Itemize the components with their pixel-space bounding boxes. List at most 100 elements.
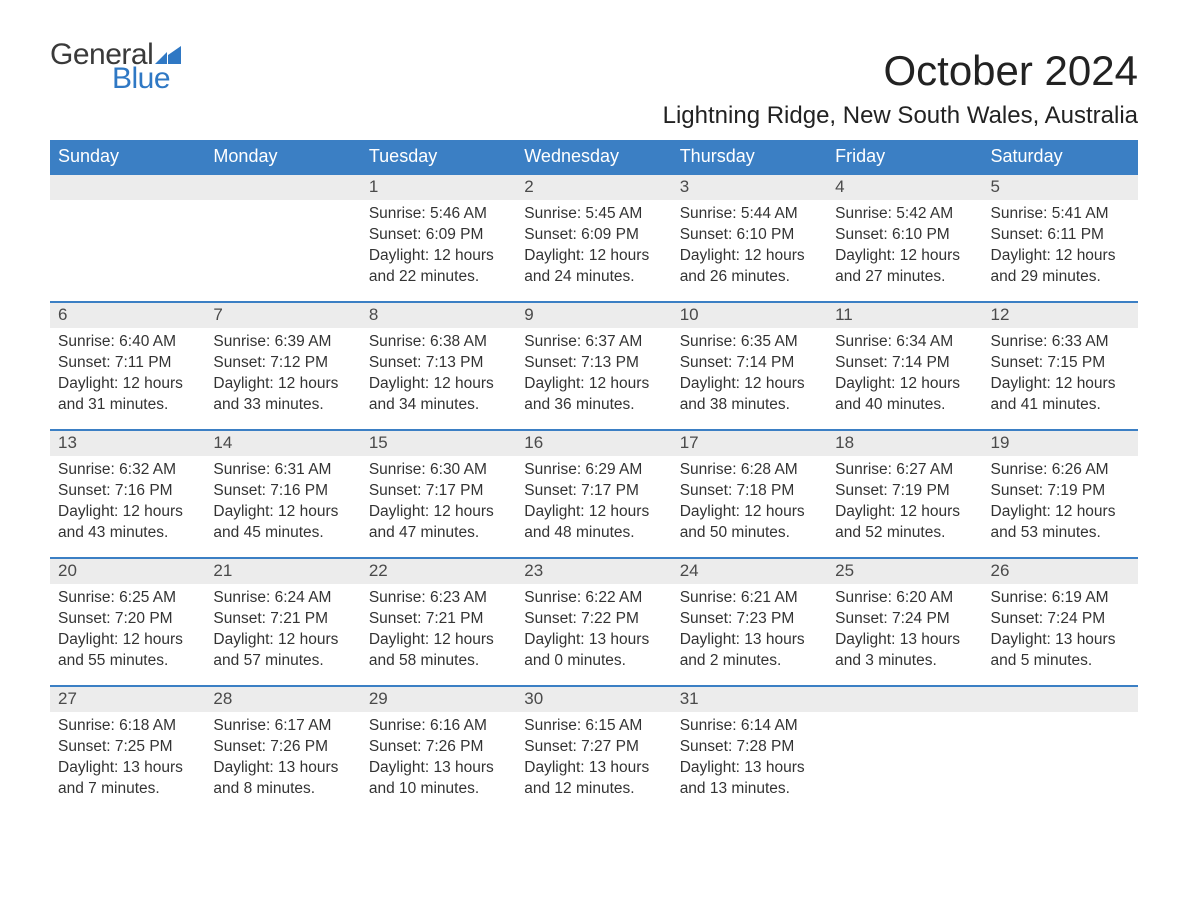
day-number: 28 xyxy=(205,685,360,712)
day-number xyxy=(983,685,1138,712)
daylight-line: Daylight: 12 hours and 31 minutes. xyxy=(58,374,197,416)
day-number: 11 xyxy=(827,301,982,328)
calendar-day-cell xyxy=(205,173,360,301)
day-number: 10 xyxy=(672,301,827,328)
calendar-day-cell: 20Sunrise: 6:25 AMSunset: 7:20 PMDayligh… xyxy=(50,557,205,685)
daylight-line: Daylight: 13 hours and 3 minutes. xyxy=(835,630,974,672)
day-details: Sunrise: 6:17 AMSunset: 7:26 PMDaylight:… xyxy=(205,712,360,808)
sunrise-line: Sunrise: 6:18 AM xyxy=(58,716,197,737)
day-details: Sunrise: 5:46 AMSunset: 6:09 PMDaylight:… xyxy=(361,200,516,296)
day-header: Saturday xyxy=(983,140,1138,173)
sunrise-line: Sunrise: 6:26 AM xyxy=(991,460,1130,481)
day-details: Sunrise: 6:23 AMSunset: 7:21 PMDaylight:… xyxy=(361,584,516,680)
sunrise-line: Sunrise: 6:31 AM xyxy=(213,460,352,481)
calendar-day-cell: 5Sunrise: 5:41 AMSunset: 6:11 PMDaylight… xyxy=(983,173,1138,301)
calendar-day-cell: 21Sunrise: 6:24 AMSunset: 7:21 PMDayligh… xyxy=(205,557,360,685)
sunrise-line: Sunrise: 5:46 AM xyxy=(369,204,508,225)
day-number: 7 xyxy=(205,301,360,328)
calendar-day-cell: 26Sunrise: 6:19 AMSunset: 7:24 PMDayligh… xyxy=(983,557,1138,685)
calendar-table: Sunday Monday Tuesday Wednesday Thursday… xyxy=(50,140,1138,813)
calendar-day-cell xyxy=(50,173,205,301)
calendar-day-cell: 19Sunrise: 6:26 AMSunset: 7:19 PMDayligh… xyxy=(983,429,1138,557)
sunset-line: Sunset: 7:11 PM xyxy=(58,353,197,374)
sunrise-line: Sunrise: 6:17 AM xyxy=(213,716,352,737)
calendar-day-cell: 2Sunrise: 5:45 AMSunset: 6:09 PMDaylight… xyxy=(516,173,671,301)
day-details: Sunrise: 6:18 AMSunset: 7:25 PMDaylight:… xyxy=(50,712,205,808)
day-details: Sunrise: 6:31 AMSunset: 7:16 PMDaylight:… xyxy=(205,456,360,552)
daylight-line: Daylight: 12 hours and 27 minutes. xyxy=(835,246,974,288)
calendar-day-cell: 28Sunrise: 6:17 AMSunset: 7:26 PMDayligh… xyxy=(205,685,360,813)
sunset-line: Sunset: 7:14 PM xyxy=(835,353,974,374)
page-header: General Blue October 2024 xyxy=(50,40,1138,94)
day-number: 19 xyxy=(983,429,1138,456)
daylight-line: Daylight: 12 hours and 48 minutes. xyxy=(524,502,663,544)
day-number: 8 xyxy=(361,301,516,328)
sunset-line: Sunset: 7:13 PM xyxy=(369,353,508,374)
calendar-day-cell: 25Sunrise: 6:20 AMSunset: 7:24 PMDayligh… xyxy=(827,557,982,685)
daylight-line: Daylight: 13 hours and 13 minutes. xyxy=(680,758,819,800)
daylight-line: Daylight: 13 hours and 2 minutes. xyxy=(680,630,819,672)
day-number: 9 xyxy=(516,301,671,328)
day-header: Tuesday xyxy=(361,140,516,173)
calendar-day-cell: 1Sunrise: 5:46 AMSunset: 6:09 PMDaylight… xyxy=(361,173,516,301)
sunrise-line: Sunrise: 6:35 AM xyxy=(680,332,819,353)
sunset-line: Sunset: 7:25 PM xyxy=(58,737,197,758)
calendar-day-cell: 27Sunrise: 6:18 AMSunset: 7:25 PMDayligh… xyxy=(50,685,205,813)
day-details: Sunrise: 6:22 AMSunset: 7:22 PMDaylight:… xyxy=(516,584,671,680)
sunrise-line: Sunrise: 6:40 AM xyxy=(58,332,197,353)
sunrise-line: Sunrise: 5:41 AM xyxy=(991,204,1130,225)
day-details: Sunrise: 6:21 AMSunset: 7:23 PMDaylight:… xyxy=(672,584,827,680)
sunset-line: Sunset: 7:21 PM xyxy=(213,609,352,630)
sunrise-line: Sunrise: 5:42 AM xyxy=(835,204,974,225)
calendar-week-row: 20Sunrise: 6:25 AMSunset: 7:20 PMDayligh… xyxy=(50,557,1138,685)
day-header: Sunday xyxy=(50,140,205,173)
day-details: Sunrise: 6:39 AMSunset: 7:12 PMDaylight:… xyxy=(205,328,360,424)
daylight-line: Daylight: 12 hours and 58 minutes. xyxy=(369,630,508,672)
day-number: 30 xyxy=(516,685,671,712)
day-header: Thursday xyxy=(672,140,827,173)
day-number: 14 xyxy=(205,429,360,456)
daylight-line: Daylight: 12 hours and 29 minutes. xyxy=(991,246,1130,288)
sunrise-line: Sunrise: 6:23 AM xyxy=(369,588,508,609)
sunset-line: Sunset: 6:09 PM xyxy=(524,225,663,246)
sunset-line: Sunset: 6:09 PM xyxy=(369,225,508,246)
day-number: 15 xyxy=(361,429,516,456)
sunset-line: Sunset: 7:24 PM xyxy=(991,609,1130,630)
daylight-line: Daylight: 12 hours and 33 minutes. xyxy=(213,374,352,416)
day-details: Sunrise: 6:27 AMSunset: 7:19 PMDaylight:… xyxy=(827,456,982,552)
day-number: 24 xyxy=(672,557,827,584)
day-number: 2 xyxy=(516,173,671,200)
daylight-line: Daylight: 12 hours and 26 minutes. xyxy=(680,246,819,288)
daylight-line: Daylight: 12 hours and 45 minutes. xyxy=(213,502,352,544)
day-number: 18 xyxy=(827,429,982,456)
calendar-day-cell: 10Sunrise: 6:35 AMSunset: 7:14 PMDayligh… xyxy=(672,301,827,429)
day-details: Sunrise: 5:44 AMSunset: 6:10 PMDaylight:… xyxy=(672,200,827,296)
sunrise-line: Sunrise: 6:29 AM xyxy=(524,460,663,481)
sunset-line: Sunset: 7:26 PM xyxy=(369,737,508,758)
day-number: 21 xyxy=(205,557,360,584)
sunrise-line: Sunrise: 6:20 AM xyxy=(835,588,974,609)
day-number: 4 xyxy=(827,173,982,200)
daylight-line: Daylight: 13 hours and 8 minutes. xyxy=(213,758,352,800)
sunrise-line: Sunrise: 6:32 AM xyxy=(58,460,197,481)
sunrise-line: Sunrise: 6:39 AM xyxy=(213,332,352,353)
day-details: Sunrise: 6:29 AMSunset: 7:17 PMDaylight:… xyxy=(516,456,671,552)
sunset-line: Sunset: 7:19 PM xyxy=(991,481,1130,502)
daylight-line: Daylight: 12 hours and 38 minutes. xyxy=(680,374,819,416)
sunset-line: Sunset: 7:17 PM xyxy=(369,481,508,502)
sunrise-line: Sunrise: 6:14 AM xyxy=(680,716,819,737)
day-number xyxy=(50,173,205,200)
sunset-line: Sunset: 7:20 PM xyxy=(58,609,197,630)
day-details: Sunrise: 6:33 AMSunset: 7:15 PMDaylight:… xyxy=(983,328,1138,424)
sunset-line: Sunset: 6:10 PM xyxy=(680,225,819,246)
calendar-day-cell: 31Sunrise: 6:14 AMSunset: 7:28 PMDayligh… xyxy=(672,685,827,813)
day-number: 13 xyxy=(50,429,205,456)
day-details: Sunrise: 6:28 AMSunset: 7:18 PMDaylight:… xyxy=(672,456,827,552)
day-number: 3 xyxy=(672,173,827,200)
sunset-line: Sunset: 7:19 PM xyxy=(835,481,974,502)
sunset-line: Sunset: 7:28 PM xyxy=(680,737,819,758)
day-number: 20 xyxy=(50,557,205,584)
day-header: Wednesday xyxy=(516,140,671,173)
calendar-day-cell: 18Sunrise: 6:27 AMSunset: 7:19 PMDayligh… xyxy=(827,429,982,557)
sunrise-line: Sunrise: 6:33 AM xyxy=(991,332,1130,353)
